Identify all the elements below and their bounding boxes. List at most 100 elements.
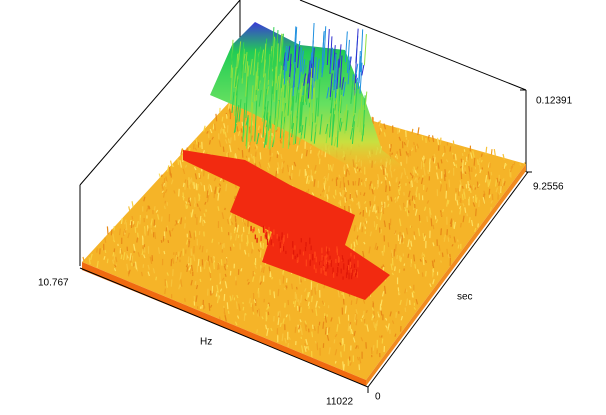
texture <box>362 222 366 228</box>
spike <box>347 56 351 85</box>
texture <box>433 157 436 164</box>
spike <box>359 95 363 133</box>
spike <box>261 49 265 63</box>
axis-edge <box>79 0 241 186</box>
spike <box>292 124 296 145</box>
texture <box>467 183 470 189</box>
spike <box>238 99 242 122</box>
texture <box>313 325 316 331</box>
spike <box>309 67 313 103</box>
spike <box>263 43 267 77</box>
spike <box>264 88 268 110</box>
texture <box>257 228 261 234</box>
texture <box>253 262 256 265</box>
spike <box>275 43 279 84</box>
texture <box>457 188 460 197</box>
texture <box>334 333 338 338</box>
texture <box>215 113 218 122</box>
texture <box>226 302 229 310</box>
texture <box>215 290 219 297</box>
texture <box>177 158 180 166</box>
texture <box>345 168 348 177</box>
texture <box>271 276 274 280</box>
texture <box>456 239 459 242</box>
texture <box>208 302 211 311</box>
texture <box>228 108 232 115</box>
spike <box>362 95 366 136</box>
texture <box>355 309 358 315</box>
spike <box>242 127 246 141</box>
texture <box>420 177 424 185</box>
texture <box>284 337 287 344</box>
texture <box>314 287 317 295</box>
texture <box>360 337 364 342</box>
spike <box>271 27 275 68</box>
texture <box>221 212 225 220</box>
texture <box>96 248 98 253</box>
texture <box>328 347 331 355</box>
texture <box>448 179 451 188</box>
texture <box>259 128 262 136</box>
texture <box>384 180 387 186</box>
texture <box>446 199 449 207</box>
texture <box>251 241 254 250</box>
texture <box>188 240 191 248</box>
texture <box>225 258 228 265</box>
spike <box>269 86 273 129</box>
spike <box>266 86 270 95</box>
texture <box>140 271 143 277</box>
texture <box>468 173 472 180</box>
texture <box>218 183 222 187</box>
texture <box>405 227 409 235</box>
texture <box>511 163 514 169</box>
texture <box>223 265 227 271</box>
spike <box>350 80 354 104</box>
spike <box>329 36 333 74</box>
texture <box>194 197 196 204</box>
texture <box>262 141 266 145</box>
texture <box>298 169 301 177</box>
texture <box>299 319 302 323</box>
spike <box>305 83 309 105</box>
spike <box>234 90 238 132</box>
texture <box>406 208 409 217</box>
texture <box>362 299 366 304</box>
texture <box>259 250 262 258</box>
texture <box>356 356 360 361</box>
spike <box>275 30 279 65</box>
texture <box>373 186 376 191</box>
texture <box>405 298 409 307</box>
texture <box>227 138 230 144</box>
texture <box>408 199 411 206</box>
texture <box>431 155 434 161</box>
texture <box>480 159 483 163</box>
texture <box>452 140 455 146</box>
spike <box>274 87 278 126</box>
texture <box>459 180 462 187</box>
texture <box>171 164 174 168</box>
texture <box>185 204 188 210</box>
spike <box>245 123 249 149</box>
texture <box>513 162 516 166</box>
spike <box>275 103 279 130</box>
texture <box>474 187 477 191</box>
texture <box>327 164 330 171</box>
spike <box>293 26 297 64</box>
texture <box>265 120 268 127</box>
texture <box>221 277 225 281</box>
texture <box>397 189 401 196</box>
texture <box>398 186 402 192</box>
texture <box>331 178 334 182</box>
texture <box>202 305 206 310</box>
texture <box>128 206 131 212</box>
texture <box>273 291 276 299</box>
spike <box>268 50 272 80</box>
texture <box>213 177 217 182</box>
spike <box>258 60 262 89</box>
texture <box>385 185 387 193</box>
spike <box>292 61 296 97</box>
texture <box>409 285 412 289</box>
texture <box>479 169 482 174</box>
spike <box>269 120 273 150</box>
texture <box>163 250 166 255</box>
